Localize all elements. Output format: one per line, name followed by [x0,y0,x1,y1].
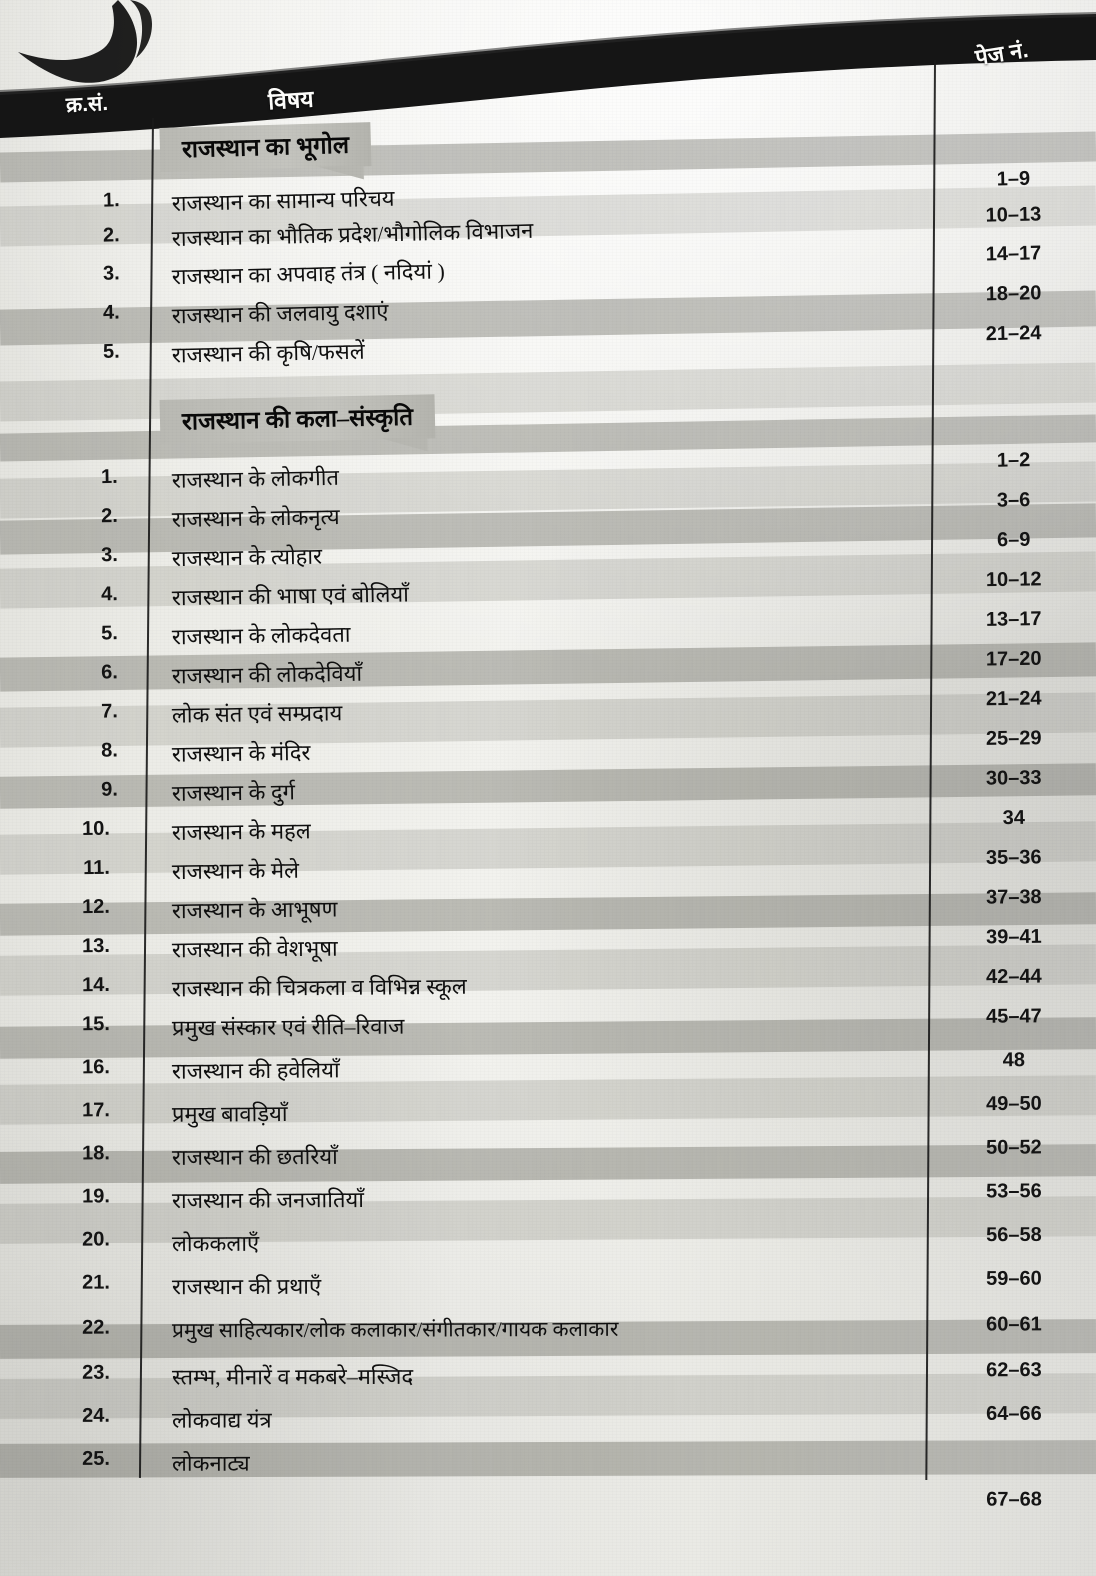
banner-band [0,14,1096,138]
decorative-swoosh [18,0,138,83]
header-banner: क्र.सं. विषय पेज नं. [0,0,1096,150]
